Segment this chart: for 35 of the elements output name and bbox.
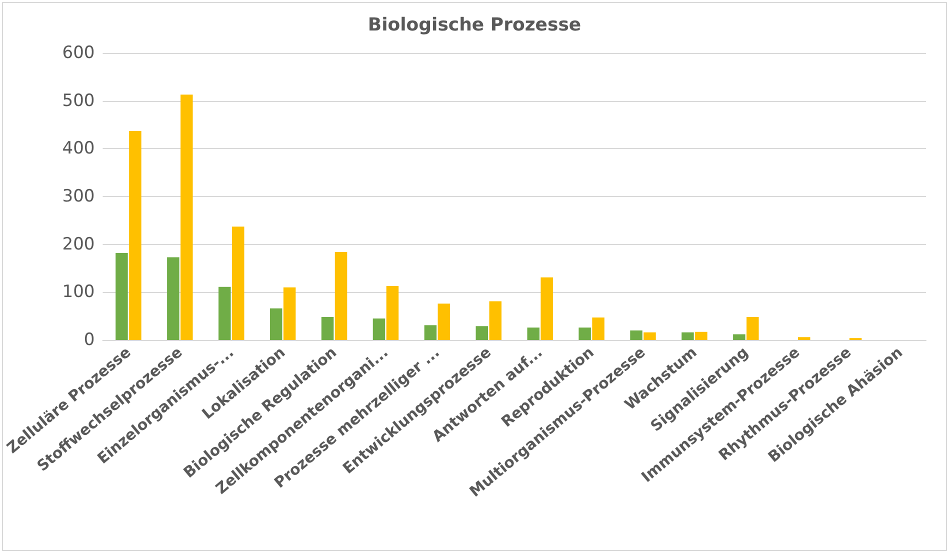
bar [424, 325, 437, 340]
bar [527, 328, 540, 340]
y-tick-label: 500 [62, 90, 95, 111]
bar [476, 326, 488, 340]
bar [116, 252, 128, 340]
bar [630, 330, 642, 340]
bar [270, 308, 282, 340]
bar [232, 226, 244, 340]
bar [540, 277, 553, 340]
bar [592, 318, 604, 340]
chart-title: Biologische Prozesse [368, 14, 582, 36]
bar [386, 286, 399, 340]
bar [167, 257, 180, 340]
y-tick-label: 300 [62, 186, 95, 206]
bar [129, 130, 142, 340]
bar [283, 287, 296, 340]
bar [334, 252, 348, 340]
bar [218, 286, 231, 340]
bar [489, 301, 502, 340]
y-tick-label: 200 [62, 234, 95, 254]
bar [438, 304, 450, 340]
bar [733, 334, 746, 340]
y-tick-label: 100 [62, 282, 95, 302]
y-tick-label: 600 [62, 43, 95, 63]
bar [682, 332, 694, 340]
bar [644, 332, 656, 340]
bar [372, 318, 386, 340]
bar [695, 332, 708, 340]
bar [746, 317, 759, 340]
bar [321, 317, 334, 340]
bar [798, 337, 810, 340]
y-tick-label: 400 [62, 138, 95, 159]
bar [578, 328, 591, 340]
bar [180, 94, 193, 340]
y-tick-label: 0 [84, 330, 95, 350]
